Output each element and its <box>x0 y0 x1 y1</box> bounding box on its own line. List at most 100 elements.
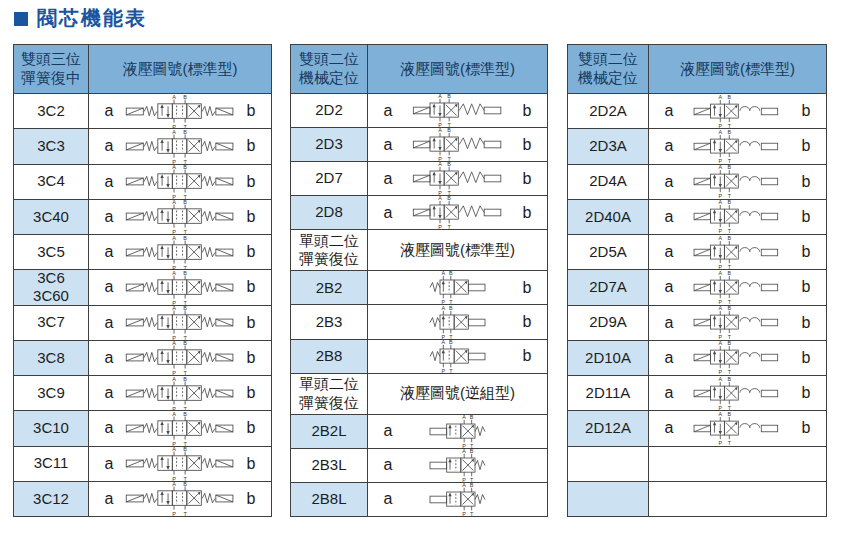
svg-text:B: B <box>183 340 187 346</box>
valve-3pos-spring-centered-icon: ABPT <box>116 479 244 518</box>
column-header-diagram: 液壓圖號(標準型) <box>368 45 547 93</box>
valve-3pos-spring-centered-icon: ABPT <box>116 197 244 236</box>
svg-text:A: A <box>172 129 176 135</box>
svg-text:B: B <box>449 339 453 345</box>
svg-text:B: B <box>183 234 187 240</box>
diagram-cell: aABPTb <box>649 94 826 128</box>
table-row: 3C3aABPTb <box>14 128 271 163</box>
svg-text:A: A <box>718 376 722 382</box>
table-row: 2D9AaABPTb <box>568 305 826 340</box>
valve-code: 3C5 <box>14 235 89 269</box>
svg-text:A: A <box>438 93 442 99</box>
svg-text:A: A <box>442 305 446 311</box>
valve-code: 3C10 <box>14 411 89 445</box>
side-a-label: a <box>102 278 116 296</box>
table-row: 3C4aABPTb <box>14 164 271 199</box>
diagram-cell: aABPTb <box>649 306 826 340</box>
svg-text:A: A <box>442 339 446 345</box>
diagram-cell: ABPTb <box>368 271 547 304</box>
diagram-cell: aABPTb <box>368 128 547 161</box>
svg-text:B: B <box>728 270 732 276</box>
valve-code: 3C9 <box>14 376 89 410</box>
svg-text:B: B <box>728 94 732 100</box>
svg-text:A: A <box>442 270 446 276</box>
diagram-cell: aABPTb <box>89 129 271 163</box>
svg-text:A: A <box>462 448 466 454</box>
side-a-label: a <box>102 419 116 437</box>
svg-text:B: B <box>470 448 474 454</box>
side-b-label: b <box>799 419 813 437</box>
table-row: 2B2LaABPT <box>291 414 547 448</box>
svg-text:A: A <box>172 164 176 170</box>
svg-text:B: B <box>183 375 187 381</box>
valve-code: 2D8 <box>291 196 368 229</box>
table-row: 2D7aABPTb <box>291 161 547 195</box>
side-a-label: a <box>662 208 676 226</box>
svg-text:A: A <box>718 411 722 417</box>
table-row: 3C2aABPTb <box>14 93 271 128</box>
svg-text:A: A <box>172 93 176 99</box>
side-b-label: b <box>799 208 813 226</box>
svg-text:B: B <box>728 411 732 417</box>
section-header-spool-type: 單頭二位 彈簧復位 <box>291 230 368 270</box>
side-a-label: a <box>381 170 395 188</box>
diagram-cell: aABPTb <box>89 376 271 410</box>
side-b-label: b <box>244 173 258 191</box>
table-row: 2D2aABPTb <box>291 93 547 127</box>
svg-text:T: T <box>470 511 474 517</box>
svg-text:A: A <box>718 200 722 206</box>
side-b-label: b <box>244 384 258 402</box>
svg-text:B: B <box>183 93 187 99</box>
side-a-label: a <box>381 102 395 120</box>
valve-2pos-double-solenoid-detent-icon: ABPT <box>676 409 799 448</box>
valve-2pos-double-solenoid-detent-icon: ABPT <box>676 92 799 131</box>
section-header-row: 單頭二位 彈簧復位液壓圖號(逆組型) <box>291 373 547 414</box>
table-row: 2D10AaABPTb <box>568 340 826 375</box>
valve-2pos-double-solenoid-detent-icon: ABPT <box>676 268 799 307</box>
valve-code: 3C11 <box>14 447 89 481</box>
valve-3pos-spring-centered-icon: ABPT <box>116 268 244 307</box>
table-row: 3C12aABPTb <box>14 481 271 516</box>
side-a-label: a <box>102 243 116 261</box>
diagram-cell: aABPT <box>368 449 547 482</box>
svg-text:B: B <box>183 129 187 135</box>
valve-code: 2B8 <box>291 340 368 373</box>
side-b-label: b <box>244 455 258 473</box>
side-a-label: a <box>662 384 676 402</box>
table-body: 2D2aABPTb2D3aABPTb2D7aABPTb2D8aABPTb單頭二位… <box>291 93 547 516</box>
table-row: 2B3ABPTb <box>291 304 547 338</box>
valve-code: 2B3 <box>291 305 368 338</box>
table-row: 2D40AaABPTb <box>568 199 826 234</box>
valve-table-two-position-detent: 雙頭二位 機械定位 液壓圖號(標準型) 2D2AaABPTb2D3AaABPTb… <box>567 44 827 517</box>
side-b-label: b <box>520 347 534 365</box>
svg-text:A: A <box>172 234 176 240</box>
valve-3pos-spring-centered-icon: ABPT <box>116 162 244 201</box>
diagram-cell: ABPTb <box>368 340 547 373</box>
valve-code: 2B2L <box>291 415 368 448</box>
table-header-row: 雙頭三位 彈簧復中 液壓圖號(標準型) <box>14 45 271 93</box>
svg-text:A: A <box>718 164 722 170</box>
valve-code: 2D7A <box>568 270 649 304</box>
valve-2pos-spring-return-right-icon: ABPT <box>395 337 520 376</box>
table-row: 2D8aABPTb <box>291 195 547 229</box>
svg-text:B: B <box>470 414 474 420</box>
side-a-label: a <box>662 278 676 296</box>
table-row: 2D2AaABPTb <box>568 93 826 128</box>
valve-code: 2D40A <box>568 200 649 234</box>
diagram-cell: aABPTb <box>89 235 271 269</box>
side-a-label: a <box>102 137 116 155</box>
svg-text:B: B <box>183 305 187 311</box>
table-row: 2D5AaABPTb <box>568 234 826 269</box>
diagram-cell: aABPTb <box>368 196 547 229</box>
svg-text:A: A <box>718 235 722 241</box>
side-b-label: b <box>244 314 258 332</box>
valve-3pos-spring-centered-icon: ABPT <box>116 338 244 377</box>
valve-2pos-double-solenoid-detent-icon: ABPT <box>676 303 799 342</box>
svg-text:T: T <box>183 511 187 517</box>
valve-code: 2B3L <box>291 449 368 482</box>
side-a-label: a <box>662 349 676 367</box>
svg-text:A: A <box>462 482 466 488</box>
valve-2pos-double-solenoid-detent-icon: ABPT <box>676 338 799 377</box>
side-a-label: a <box>662 102 676 120</box>
side-b-label: b <box>244 349 258 367</box>
